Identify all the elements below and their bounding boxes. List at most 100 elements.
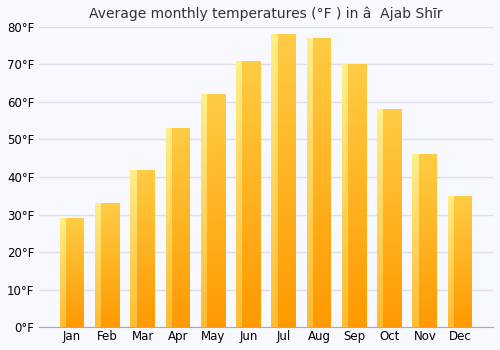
Bar [60, 272, 84, 273]
Bar [236, 277, 261, 281]
Bar [342, 304, 348, 308]
Bar [166, 325, 172, 327]
Bar [412, 200, 418, 202]
Bar [130, 189, 155, 191]
Bar [95, 264, 120, 265]
Bar [130, 264, 136, 266]
Bar [306, 118, 332, 121]
Bar [201, 170, 226, 173]
Bar [201, 161, 207, 164]
Bar [377, 205, 384, 208]
Bar [201, 94, 207, 97]
Bar [272, 60, 296, 64]
Bar [236, 100, 242, 104]
Bar [377, 259, 402, 262]
Bar [60, 266, 66, 267]
Bar [130, 213, 155, 215]
Bar [95, 228, 120, 230]
Bar [236, 181, 261, 184]
Bar [201, 129, 207, 132]
Bar [95, 304, 101, 306]
Bar [95, 254, 101, 256]
Bar [236, 74, 242, 77]
Bar [130, 203, 136, 205]
Bar [412, 237, 437, 239]
Bar [377, 270, 402, 273]
Bar [130, 239, 155, 240]
Bar [412, 325, 418, 327]
Bar [201, 193, 226, 196]
Bar [201, 310, 207, 313]
Bar [130, 274, 136, 276]
Bar [448, 265, 472, 266]
Bar [342, 173, 366, 176]
Bar [166, 282, 172, 285]
Bar [448, 326, 472, 327]
Bar [377, 142, 402, 145]
Bar [377, 210, 402, 213]
Bar [201, 266, 207, 269]
Bar [306, 179, 332, 183]
Bar [377, 300, 384, 303]
Bar [95, 276, 120, 278]
Bar [342, 74, 348, 77]
Bar [342, 275, 366, 278]
Bar [306, 179, 313, 183]
Bar [236, 201, 242, 204]
Bar [306, 143, 332, 147]
Bar [306, 320, 313, 324]
Bar [272, 302, 278, 305]
Bar [342, 166, 348, 169]
Bar [166, 295, 190, 298]
Bar [130, 177, 155, 180]
Bar [412, 213, 437, 215]
Bar [201, 249, 207, 252]
Bar [412, 206, 437, 209]
Bar [342, 245, 366, 248]
Bar [236, 177, 261, 181]
Bar [60, 311, 84, 312]
Bar [166, 128, 190, 131]
Bar [306, 161, 332, 164]
Bar [130, 239, 136, 240]
Bar [342, 324, 366, 327]
Bar [130, 298, 155, 300]
Bar [201, 249, 226, 252]
Bar [60, 267, 84, 269]
Bar [201, 211, 226, 214]
Bar [236, 211, 242, 214]
Bar [95, 279, 120, 281]
Bar [412, 273, 437, 275]
Bar [130, 312, 136, 314]
Bar [272, 126, 296, 130]
Bar [201, 208, 226, 211]
Bar [60, 286, 84, 288]
Bar [130, 258, 136, 260]
Bar [95, 245, 120, 247]
Bar [236, 261, 242, 264]
Bar [60, 288, 66, 289]
Bar [236, 141, 242, 144]
Bar [306, 266, 313, 270]
Bar [448, 209, 454, 211]
Bar [201, 263, 226, 266]
Bar [412, 193, 437, 196]
Bar [236, 191, 242, 194]
Bar [236, 274, 242, 277]
Bar [95, 216, 101, 217]
Bar [236, 224, 242, 227]
Bar [60, 260, 84, 262]
Bar [95, 250, 120, 251]
Bar [377, 156, 402, 159]
Bar [272, 177, 296, 181]
Bar [95, 219, 101, 220]
Bar [236, 87, 261, 91]
Bar [166, 200, 172, 203]
Bar [272, 188, 296, 192]
Bar [166, 282, 190, 285]
Bar [60, 241, 66, 243]
Bar [236, 84, 242, 87]
Bar [306, 139, 332, 143]
Bar [272, 239, 296, 243]
Bar [448, 271, 454, 273]
